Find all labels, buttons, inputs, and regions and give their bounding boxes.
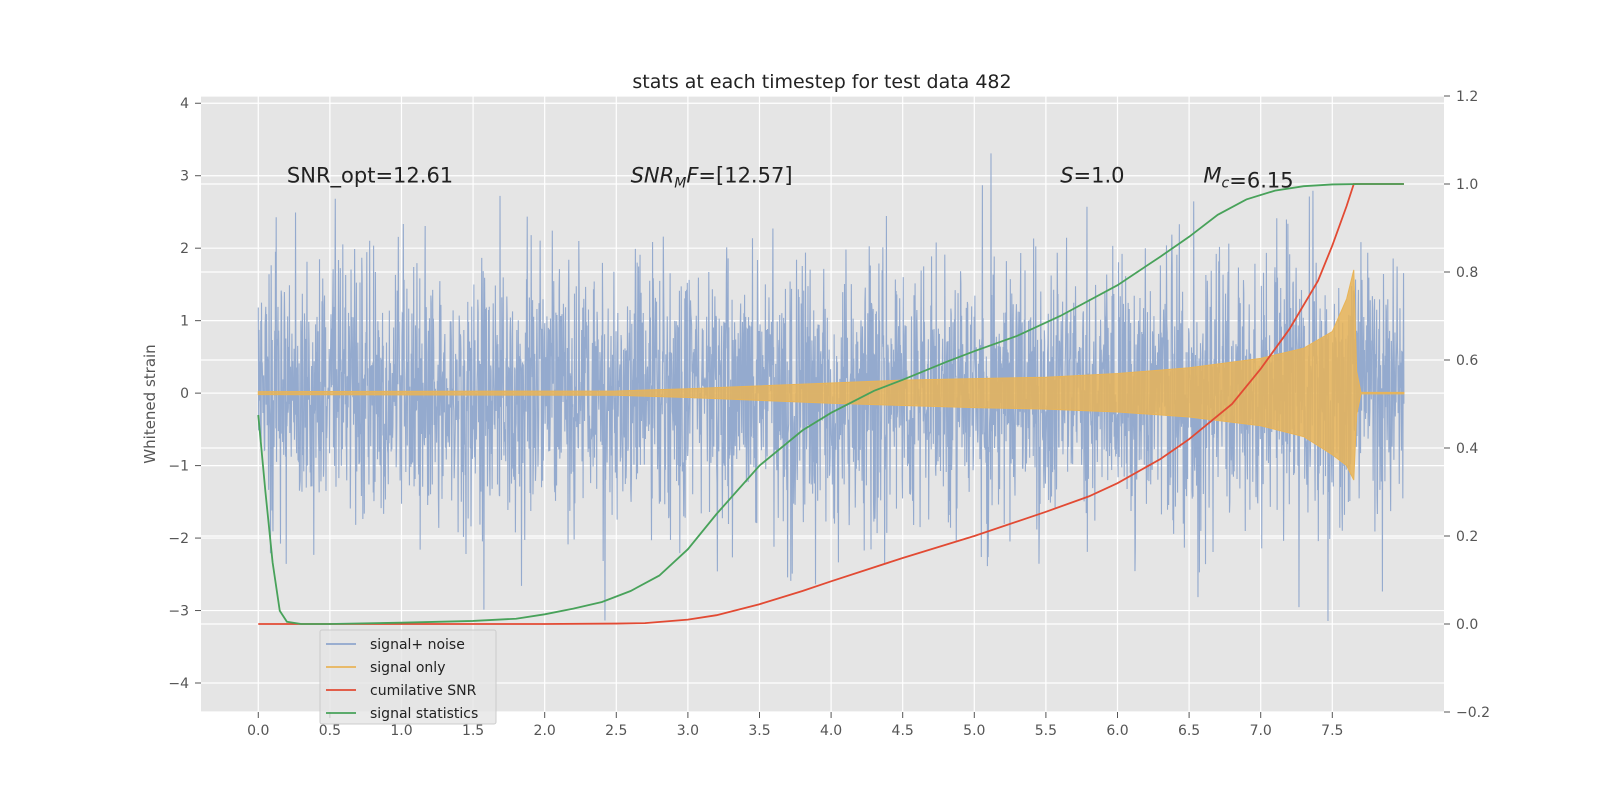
annotations: SNR_opt=12.61 SNRMF=[12.57] S=1.0 Mc=6.15 (287, 164, 1294, 193)
axes: 0.0 0.5 1.0 1.5 2.0 2.5 3.0 3.5 4.0 4.5 5.0 5.5 6.0 6… (168, 89, 1490, 739)
x-tick-label: 4.0 (820, 723, 842, 739)
legend-label: signal+ noise (370, 637, 465, 653)
y-tick-label: 2 (180, 241, 189, 257)
y-tick-label: 3 (180, 169, 189, 185)
y2-tick-label: 0.0 (1456, 617, 1478, 633)
x-tick-label: 0.0 (247, 723, 269, 739)
x-tick-label: 3.5 (748, 723, 770, 739)
x-tick-label: 6.5 (1178, 723, 1200, 739)
x-tick-label: 1.0 (390, 723, 412, 739)
series-signal-only (257, 269, 1405, 481)
y-tick-label: 1 (180, 314, 189, 330)
legend-frame (319, 629, 497, 725)
y2-tick-label: 0.4 (1456, 441, 1478, 457)
x-tick-label: 2.5 (605, 723, 627, 739)
x-tick-label: 2.0 (534, 723, 556, 739)
annotation-0: SNR_opt=12.61 (287, 164, 453, 189)
y2-tick-label: 1.0 (1456, 177, 1478, 193)
y-tick-label: 4 (180, 96, 189, 112)
x-tick-label: 7.0 (1250, 723, 1272, 739)
legend: signal+ noise signal only cumilative SNR si… (319, 629, 497, 725)
y2-tick-label: 0.8 (1456, 265, 1478, 281)
series-signal-statistics (257, 183, 1404, 625)
legend-label: signal statistics (370, 706, 478, 722)
y-axis-label: Whitened strain (141, 344, 159, 463)
y2-tick-label: 0.6 (1456, 353, 1478, 369)
x-tick-label: 5.0 (963, 723, 985, 739)
series-cumilative-snr (258, 183, 1404, 625)
y2-tick-label: 0.2 (1456, 529, 1478, 545)
y-tick-label: −4 (168, 676, 189, 692)
x-tick-label: 7.5 (1321, 723, 1343, 739)
annotation-1: SNRMF=[12.57] (631, 164, 793, 192)
annotation-2: S=1.0 (1060, 164, 1124, 188)
plot-series-group (257, 153, 1405, 625)
legend-label: cumilative SNR (370, 683, 477, 699)
x-tick-label: 6.0 (1106, 723, 1128, 739)
x-tick-label: 4.5 (892, 723, 914, 739)
plot-content (257, 153, 1405, 625)
x-tick-label: 5.5 (1035, 723, 1057, 739)
chart-title: stats at each timestep for test data 482 (632, 71, 1011, 93)
y-tick-label: −1 (168, 459, 189, 475)
x-tick-label: 1.5 (462, 723, 484, 739)
y2-tick-label: 1.2 (1456, 89, 1478, 105)
legend-label: signal only (370, 660, 445, 676)
x-tick-label: 0.5 (319, 723, 341, 739)
y-tick-label: −3 (168, 604, 189, 620)
x-tick-label: 3.0 (677, 723, 699, 739)
y2-tick-label: −0.2 (1456, 705, 1490, 721)
series-signal-noise (257, 153, 1405, 621)
annotation-3: Mc=6.15 (1203, 164, 1293, 193)
y-tick-label: 0 (180, 386, 189, 402)
y-tick-label: −2 (168, 531, 189, 547)
